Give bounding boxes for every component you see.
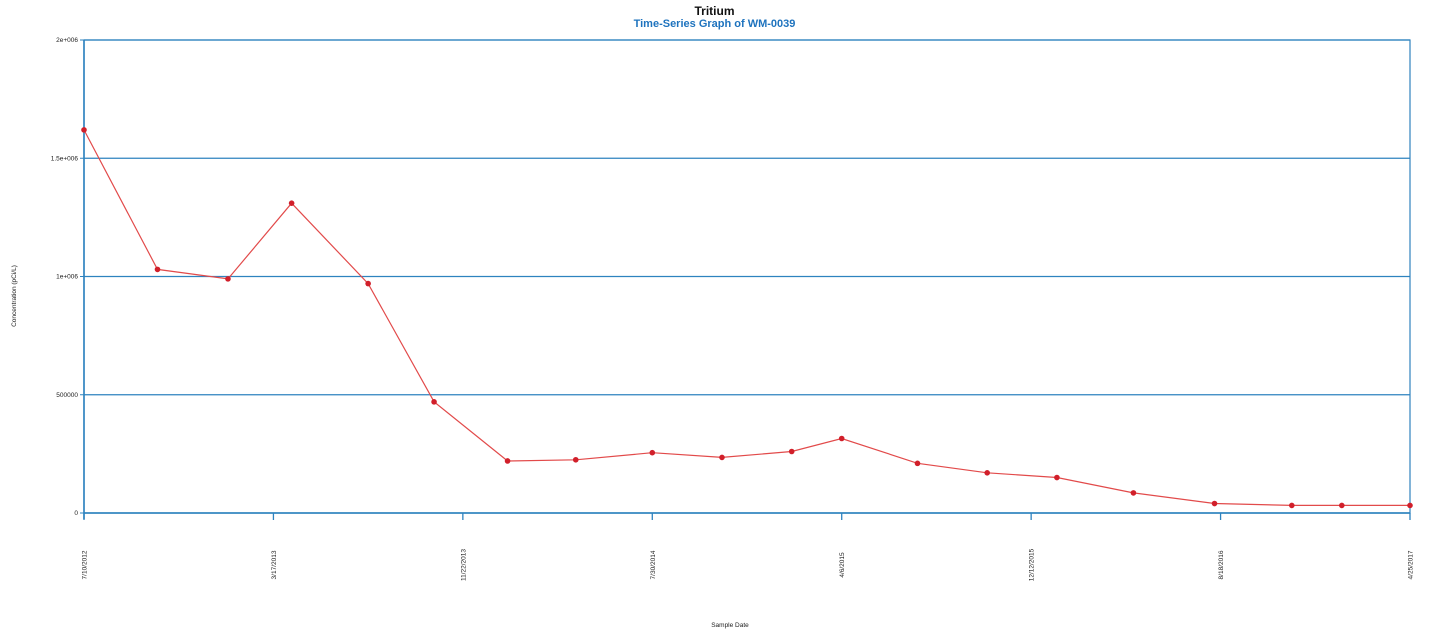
- axes-layer: [80, 39, 1411, 520]
- data-point: [431, 399, 437, 405]
- chart-subtitle: Time-Series Graph of WM-0039: [633, 18, 796, 30]
- data-point: [838, 435, 845, 442]
- data-point: [984, 469, 990, 476]
- x-tick-label: 4/6/2015: [839, 552, 846, 578]
- x-tick-label: 3/17/2013: [271, 550, 278, 579]
- data-point: [1288, 502, 1295, 509]
- data-point: [572, 456, 579, 463]
- data-point: [81, 127, 87, 133]
- x-tick-label: 11/22/2013: [460, 549, 467, 581]
- labels-layer: Sample Date Concentration (pCi/L) 0 50000…: [11, 37, 1415, 629]
- x-axis-label: Sample Date: [711, 622, 749, 629]
- y-tick-label: 500000: [56, 392, 78, 399]
- data-point: [225, 276, 231, 282]
- x-tick-label: 7/30/2014: [650, 550, 657, 579]
- x-tick-label: 7/10/2012: [82, 550, 89, 579]
- x-tick-label: 8/18/2016: [1218, 550, 1225, 579]
- data-point: [1407, 502, 1413, 509]
- data-point: [914, 460, 921, 467]
- data-point: [1211, 500, 1218, 507]
- data-point: [365, 280, 371, 287]
- data-point: [649, 449, 656, 456]
- x-tick-label: 4/25/2017: [1408, 550, 1415, 579]
- data-point: [1339, 502, 1345, 509]
- data-point: [154, 266, 161, 273]
- data-point: [1054, 474, 1060, 481]
- data-point: [788, 448, 795, 455]
- data-point: [288, 200, 295, 206]
- y-tick-label: 2e+006: [56, 37, 78, 44]
- series-layer: [81, 127, 1413, 509]
- x-tick-label: 12/12/2015: [1029, 548, 1036, 581]
- data-point: [719, 454, 725, 461]
- y-axis-label: Concentration (pCi/L): [11, 265, 18, 327]
- data-point: [1130, 490, 1137, 496]
- data-point: [504, 458, 511, 464]
- y-tick-label: 1e+006: [56, 274, 78, 281]
- y-tick-label: 1.5e+006: [51, 155, 79, 162]
- y-tick-label: 0: [74, 510, 78, 517]
- series-line: [83, 129, 1410, 506]
- grid-layer: [84, 39, 1410, 514]
- chart-title: Tritium: [694, 4, 735, 18]
